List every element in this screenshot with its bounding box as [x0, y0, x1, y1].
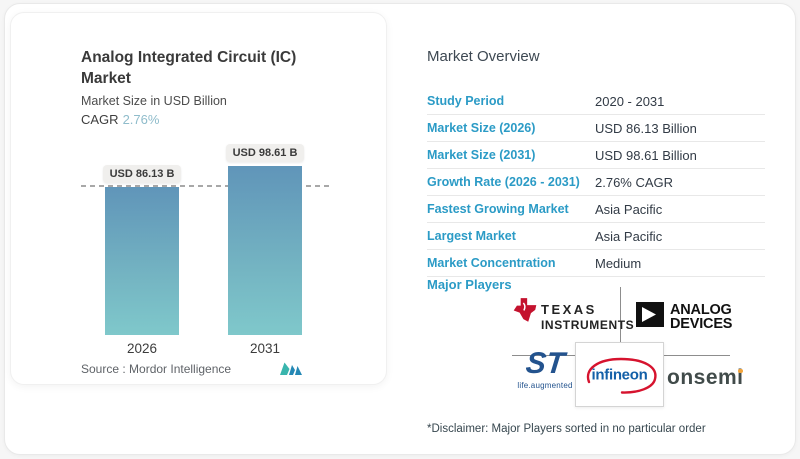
st-caption: life.augmented: [517, 381, 573, 390]
row-label: Growth Rate (2026 - 2031): [427, 175, 580, 189]
chart-title: Analog Integrated Circuit (IC) Market: [81, 47, 341, 89]
table-row: Study Period 2020 - 2031: [427, 88, 765, 115]
row-label: Fastest Growing Market: [427, 202, 569, 216]
onsemi-wordmark: onsemi: [667, 366, 744, 389]
market-overview-title: Market Overview: [427, 48, 540, 65]
x-axis-label-2026: 2026: [126, 341, 158, 356]
bar-2031: [228, 166, 302, 335]
row-label: Largest Market: [427, 229, 516, 243]
row-label: Market Size (2031): [427, 148, 536, 162]
cagr-value: 2.76%: [122, 112, 160, 127]
infineon-arc-icon: [586, 357, 657, 394]
table-row: Largest Market Asia Pacific: [427, 223, 765, 250]
bar-value-label-2031: USD 98.61 B: [225, 144, 305, 162]
mordor-intelligence-logo-icon: [279, 361, 304, 381]
bar-group-2026: USD 86.13 B: [100, 165, 184, 335]
market-overview-section: Market Overview Study Period 2020 - 2031…: [427, 40, 765, 277]
texas-instruments-wordmark: TEXAS INSTRUMENTS: [541, 302, 635, 332]
major-players-label: Major Players: [427, 277, 512, 292]
bar-value-label-2026: USD 86.13 B: [102, 165, 182, 183]
infineon-logo-box: infineon: [575, 342, 664, 407]
texas-state-icon: [512, 297, 538, 330]
disclaimer-text: *Disclaimer: Major Players sorted in no …: [427, 423, 706, 435]
bar-chart-plot: USD 86.13 B USD 98.61 B 2026 2031: [71, 139, 341, 356]
row-value: USD 98.61 Billion: [595, 147, 697, 163]
chart-subtitle: Market Size in USD Billion: [81, 94, 227, 108]
logo-grid-vertical-divider: [620, 287, 621, 342]
chart-title-line2: Market: [81, 70, 131, 87]
table-row: Market Size (2026) USD 86.13 Billion: [427, 115, 765, 142]
analog-devices-logo: ANALOG DEVICES: [635, 301, 732, 333]
infineon-logo: infineon: [580, 354, 660, 396]
st-glyph: ST: [524, 347, 566, 380]
row-value: Asia Pacific: [595, 201, 663, 217]
cagr-line: CAGR 2.76%: [81, 112, 159, 127]
table-row: Growth Rate (2026 - 2031) 2.76% CAGR: [427, 169, 765, 196]
row-value: 2.76% CAGR: [595, 174, 674, 190]
chart-panel: Analog Integrated Circuit (IC) Market Ma…: [10, 12, 387, 385]
analog-devices-wordmark: ANALOG DEVICES: [670, 302, 733, 332]
x-axis-label-2031: 2031: [249, 341, 281, 356]
chart-title-line1: Analog Integrated Circuit (IC): [81, 49, 297, 66]
table-row: Market Concentration Medium: [427, 250, 765, 277]
texas-instruments-logo: TEXAS INSTRUMENTS: [512, 297, 634, 332]
market-overview-table: Study Period 2020 - 2031 Market Size (20…: [427, 88, 765, 277]
cagr-label: CAGR: [81, 112, 119, 127]
source-attribution: Source : Mordor Intelligence: [81, 362, 232, 376]
bar-group-2031: USD 98.61 B: [223, 144, 307, 335]
infineon-wordmark: infineon: [591, 366, 648, 383]
row-value: Asia Pacific: [595, 228, 663, 244]
table-row: Market Size (2031) USD 98.61 Billion: [427, 142, 765, 169]
row-label: Study Period: [427, 94, 505, 108]
stmicroelectronics-logo: ST life.augmented: [514, 347, 576, 390]
reference-dashed-line: [81, 185, 331, 187]
table-row: Fastest Growing Market Asia Pacific: [427, 196, 765, 223]
bar-2026: [105, 187, 179, 335]
row-label: Market Size (2026): [427, 121, 536, 135]
row-label: Market Concentration: [427, 256, 556, 270]
row-value: USD 86.13 Billion: [595, 120, 697, 136]
row-value: 2020 - 2031: [595, 93, 665, 109]
row-value: Medium: [595, 255, 642, 271]
onsemi-dot-icon: [738, 368, 743, 373]
analog-devices-triangle-icon: [635, 301, 665, 333]
onsemi-logo: onsemi: [667, 366, 744, 390]
